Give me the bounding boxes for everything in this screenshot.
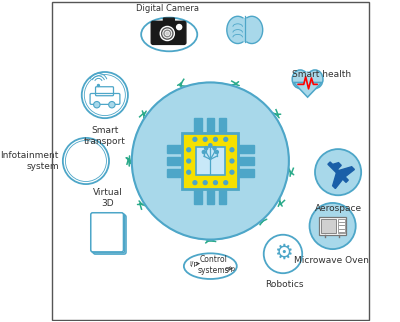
Ellipse shape — [184, 253, 237, 279]
Polygon shape — [331, 163, 341, 170]
Text: Infotainment
system: Infotainment system — [0, 151, 59, 171]
Circle shape — [203, 137, 207, 141]
FancyBboxPatch shape — [207, 189, 214, 204]
Ellipse shape — [307, 70, 323, 89]
Polygon shape — [333, 171, 344, 188]
Circle shape — [176, 24, 182, 30]
Circle shape — [187, 148, 191, 152]
Circle shape — [230, 159, 234, 163]
Ellipse shape — [227, 16, 249, 43]
Text: Smart
transport: Smart transport — [84, 127, 126, 146]
Text: i/p: i/p — [189, 260, 198, 267]
FancyBboxPatch shape — [196, 147, 225, 175]
Circle shape — [63, 138, 109, 184]
FancyBboxPatch shape — [238, 157, 254, 165]
Ellipse shape — [292, 70, 308, 89]
Circle shape — [160, 26, 174, 41]
Circle shape — [230, 148, 234, 152]
FancyBboxPatch shape — [338, 219, 345, 233]
FancyBboxPatch shape — [319, 217, 346, 235]
Text: Smart health: Smart health — [292, 70, 352, 79]
FancyBboxPatch shape — [219, 189, 226, 204]
Circle shape — [215, 150, 218, 154]
Circle shape — [193, 181, 197, 185]
Circle shape — [165, 31, 170, 36]
FancyBboxPatch shape — [167, 169, 182, 177]
Circle shape — [82, 72, 128, 118]
Circle shape — [224, 181, 228, 185]
Circle shape — [203, 181, 207, 185]
Circle shape — [310, 203, 356, 249]
FancyBboxPatch shape — [91, 213, 124, 252]
Polygon shape — [328, 162, 348, 182]
FancyBboxPatch shape — [164, 18, 174, 24]
Circle shape — [213, 147, 216, 150]
Text: o/p: o/p — [225, 266, 236, 272]
Circle shape — [264, 235, 302, 273]
Circle shape — [187, 170, 191, 174]
FancyBboxPatch shape — [207, 118, 214, 133]
Circle shape — [109, 101, 115, 108]
Circle shape — [98, 84, 99, 86]
FancyBboxPatch shape — [219, 118, 226, 133]
Circle shape — [202, 150, 206, 154]
Circle shape — [214, 181, 217, 185]
Text: Microwave Oven: Microwave Oven — [294, 257, 368, 265]
Circle shape — [187, 159, 191, 163]
Ellipse shape — [238, 18, 251, 42]
Circle shape — [209, 144, 212, 147]
Circle shape — [163, 29, 172, 38]
FancyBboxPatch shape — [167, 145, 182, 153]
FancyBboxPatch shape — [238, 145, 254, 153]
Circle shape — [224, 137, 228, 141]
Circle shape — [230, 170, 234, 174]
FancyBboxPatch shape — [182, 133, 238, 189]
Text: Aerospace: Aerospace — [314, 204, 362, 213]
Text: Robotics: Robotics — [265, 280, 304, 289]
FancyBboxPatch shape — [194, 118, 202, 133]
FancyBboxPatch shape — [238, 169, 254, 177]
Polygon shape — [294, 82, 322, 97]
FancyBboxPatch shape — [151, 21, 186, 44]
Circle shape — [214, 137, 217, 141]
Text: Digital Camera: Digital Camera — [136, 4, 199, 13]
FancyBboxPatch shape — [93, 215, 126, 254]
FancyBboxPatch shape — [321, 219, 336, 233]
Circle shape — [315, 149, 361, 195]
Circle shape — [132, 82, 289, 240]
Circle shape — [193, 137, 197, 141]
FancyBboxPatch shape — [194, 189, 202, 204]
Text: Virtual
3D: Virtual 3D — [93, 188, 123, 208]
Ellipse shape — [304, 71, 312, 88]
Circle shape — [204, 147, 208, 150]
Circle shape — [94, 101, 100, 108]
Polygon shape — [337, 167, 354, 178]
Ellipse shape — [241, 16, 263, 43]
Text: ⚙: ⚙ — [274, 243, 292, 263]
FancyBboxPatch shape — [92, 214, 125, 253]
Ellipse shape — [141, 18, 197, 51]
FancyBboxPatch shape — [167, 157, 182, 165]
Text: Control
systems: Control systems — [198, 255, 229, 275]
